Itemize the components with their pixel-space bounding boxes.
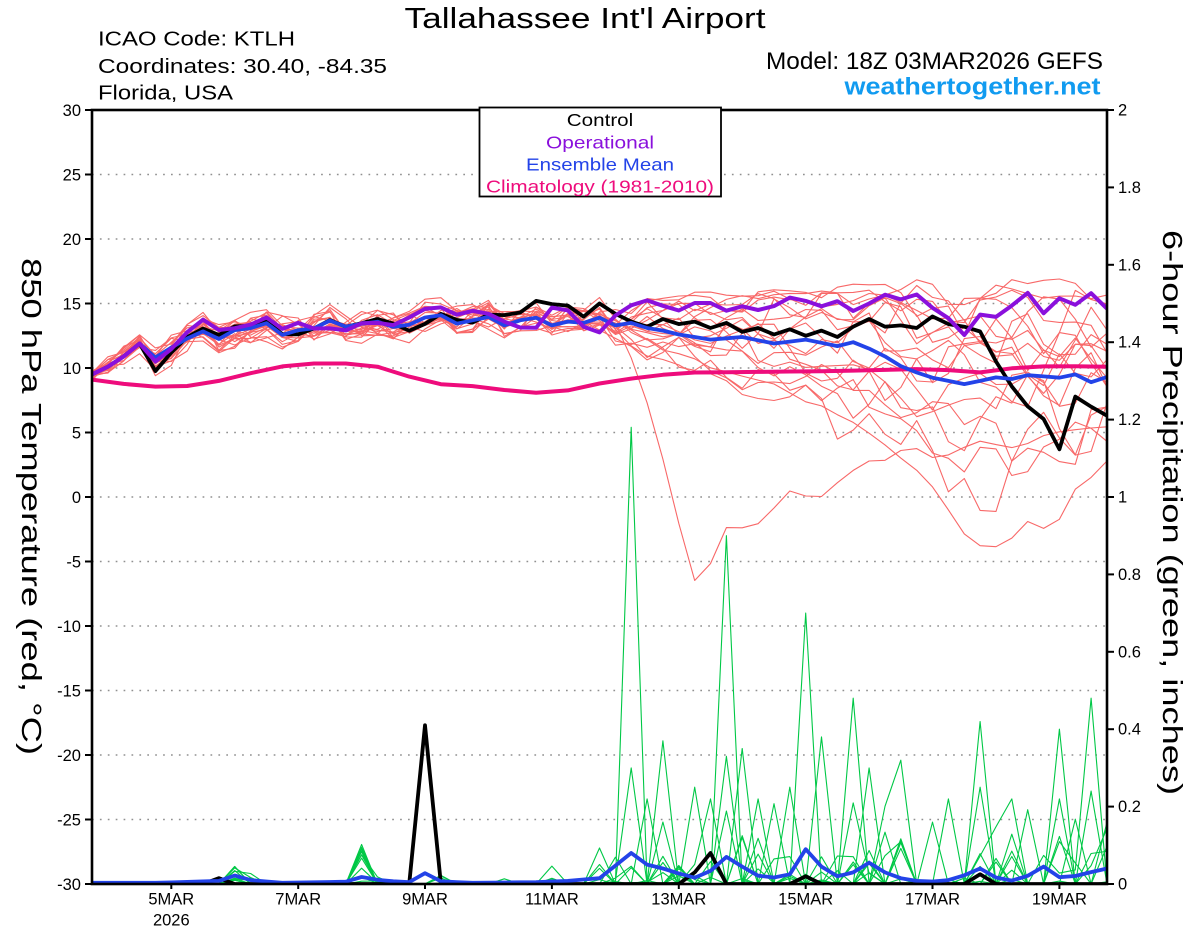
svg-text:1.4: 1.4	[1118, 334, 1141, 352]
svg-text:15MAR: 15MAR	[778, 891, 833, 909]
svg-text:10: 10	[63, 360, 81, 378]
svg-text:25: 25	[63, 167, 81, 185]
svg-text:0.6: 0.6	[1118, 643, 1141, 661]
svg-text:1: 1	[1118, 489, 1127, 507]
svg-text:weathertogether.net: weathertogether.net	[843, 74, 1100, 101]
svg-text:0: 0	[1118, 876, 1127, 894]
svg-text:Model: 18Z 03MAR2026 GEFS: Model: 18Z 03MAR2026 GEFS	[766, 48, 1103, 75]
svg-text:1.2: 1.2	[1118, 411, 1141, 429]
svg-text:-5: -5	[66, 554, 81, 572]
svg-text:Coordinates: 30.40, -84.35: Coordinates: 30.40, -84.35	[98, 55, 387, 78]
svg-text:30: 30	[63, 102, 81, 120]
svg-text:Operational: Operational	[546, 133, 654, 153]
svg-text:-30: -30	[57, 876, 81, 894]
svg-text:17MAR: 17MAR	[905, 891, 960, 909]
svg-text:Tallahassee Int'l Airport: Tallahassee Int'l Airport	[405, 3, 766, 35]
svg-text:1.6: 1.6	[1118, 256, 1141, 274]
svg-text:0.2: 0.2	[1118, 798, 1141, 816]
svg-text:5MAR: 5MAR	[148, 891, 194, 909]
svg-text:19MAR: 19MAR	[1032, 891, 1087, 909]
svg-text:2026: 2026	[153, 912, 190, 928]
svg-text:-20: -20	[57, 747, 81, 765]
svg-text:1.8: 1.8	[1118, 179, 1141, 197]
svg-text:5: 5	[72, 425, 81, 443]
svg-text:11MAR: 11MAR	[525, 891, 579, 909]
svg-text:7MAR: 7MAR	[275, 891, 321, 909]
svg-text:Control: Control	[567, 110, 634, 130]
svg-text:850 hPa Temperature (red, °C): 850 hPa Temperature (red, °C)	[16, 258, 47, 755]
svg-text:0.4: 0.4	[1118, 721, 1141, 739]
svg-text:-25: -25	[57, 812, 81, 830]
svg-text:Ensemble Mean: Ensemble Mean	[526, 155, 674, 175]
svg-text:20: 20	[63, 231, 81, 249]
svg-text:ICAO Code: KTLH: ICAO Code: KTLH	[98, 28, 295, 51]
svg-text:2: 2	[1118, 102, 1127, 120]
svg-text:6-hour Precipitation (green, i: 6-hour Precipitation (green, inches)	[1157, 230, 1188, 795]
svg-text:Climatology (1981-2010): Climatology (1981-2010)	[486, 177, 714, 197]
svg-text:9MAR: 9MAR	[402, 891, 448, 909]
svg-text:-15: -15	[57, 683, 81, 701]
svg-text:0: 0	[72, 489, 81, 507]
svg-text:15: 15	[63, 296, 81, 314]
svg-text:0.8: 0.8	[1118, 566, 1141, 584]
svg-text:-10: -10	[57, 618, 81, 636]
svg-text:13MAR: 13MAR	[651, 891, 706, 909]
svg-text:Florida, USA: Florida, USA	[98, 82, 233, 105]
